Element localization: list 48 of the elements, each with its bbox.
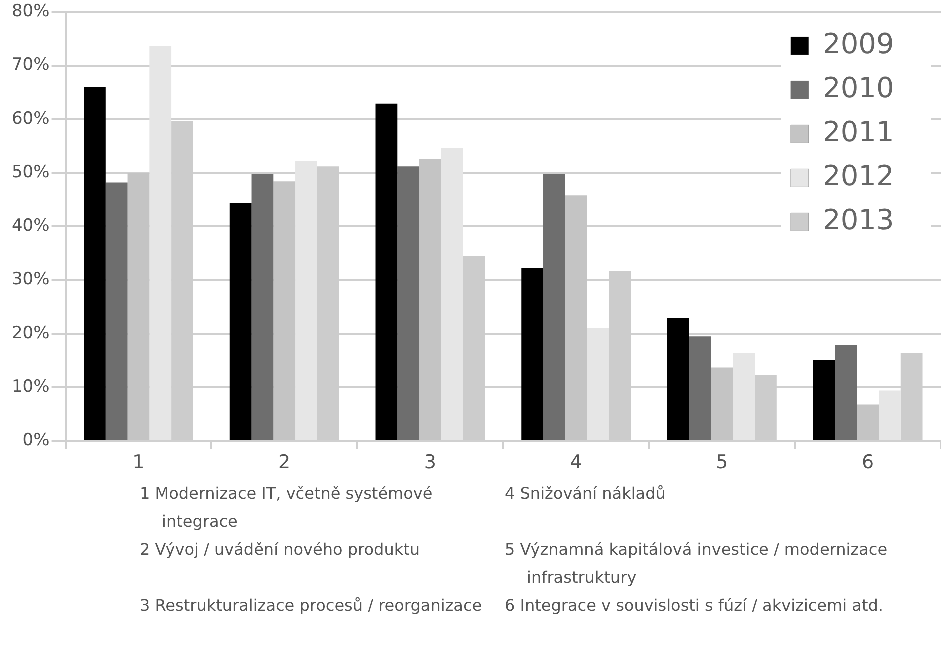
- bar: [711, 368, 734, 440]
- bar: [441, 148, 464, 440]
- legend-label: 2010: [823, 71, 894, 104]
- x-tick-label: 4: [570, 452, 582, 474]
- bar: [879, 390, 901, 440]
- text: 1 Modernizace IT, včetně systémové integrace: [140, 483, 434, 533]
- bar: [296, 161, 318, 440]
- text: 5 Významná kapitálová investice / modernizace infrastruktury: [505, 539, 889, 589]
- x-tick-label: 3: [424, 452, 437, 474]
- bar: [857, 404, 880, 440]
- bar: [689, 336, 712, 440]
- legend-label: 2009: [823, 27, 894, 60]
- bar: [813, 360, 836, 440]
- x-tick-label: 6: [862, 452, 874, 474]
- bar: [733, 353, 756, 440]
- bar: [522, 268, 544, 440]
- legend-label: 2011: [823, 115, 894, 148]
- y-tick-label: 60%: [12, 108, 50, 129]
- text: 6 Integrace v souvislosti s fúzí / akvizicemi atd.: [505, 595, 884, 617]
- text: 2 Vývoj / uvádění nového produktu: [140, 539, 422, 561]
- y-tick-label: 10%: [12, 376, 50, 397]
- x-tick-label: 1: [132, 452, 145, 474]
- text: 4 Snižování nákladů: [505, 483, 667, 505]
- y-tick-label: 20%: [12, 323, 50, 344]
- bar: [587, 328, 610, 440]
- bar: [835, 345, 858, 440]
- y-tick-label: 0%: [22, 430, 50, 451]
- y-tick-label: 70%: [12, 55, 50, 76]
- y-tick-label: 50%: [12, 162, 50, 182]
- bar: [667, 318, 690, 440]
- x-tick-label: 5: [716, 452, 728, 474]
- x-tick-label: 2: [278, 452, 291, 474]
- y-tick-label: 30%: [12, 270, 50, 290]
- legend-label: 2012: [823, 159, 894, 192]
- bar: [376, 104, 398, 440]
- y-tick-label: 80%: [12, 2, 50, 22]
- bar: [398, 166, 420, 440]
- bar: [230, 203, 252, 440]
- bar: [274, 182, 296, 440]
- legend-label: 2013: [823, 203, 894, 236]
- bar: [106, 182, 128, 440]
- bar: [544, 174, 566, 440]
- bar: [150, 46, 172, 440]
- text: 3 Restrukturalizace procesů / reorganizace: [140, 595, 484, 617]
- bar: [84, 87, 106, 440]
- y-tick-label: 40%: [12, 216, 50, 236]
- bar: [420, 159, 442, 440]
- bar: [252, 174, 274, 440]
